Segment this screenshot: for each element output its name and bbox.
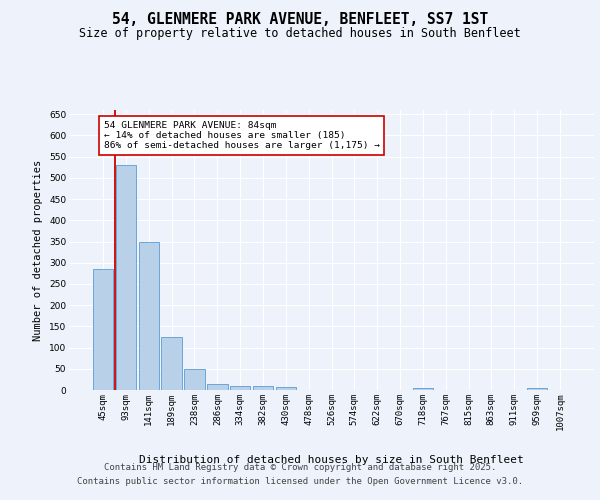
Text: 54 GLENMERE PARK AVENUE: 84sqm
← 14% of detached houses are smaller (185)
86% of: 54 GLENMERE PARK AVENUE: 84sqm ← 14% of …: [104, 120, 380, 150]
Bar: [527, 388, 547, 390]
Bar: [207, 384, 227, 390]
Text: Size of property relative to detached houses in South Benfleet: Size of property relative to detached ho…: [79, 28, 521, 40]
Bar: [161, 337, 182, 390]
X-axis label: Distribution of detached houses by size in South Benfleet: Distribution of detached houses by size …: [139, 456, 524, 466]
Text: Contains HM Land Registry data © Crown copyright and database right 2025.: Contains HM Land Registry data © Crown c…: [104, 464, 496, 472]
Bar: [93, 269, 113, 390]
Y-axis label: Number of detached properties: Number of detached properties: [34, 160, 43, 340]
Text: 54, GLENMERE PARK AVENUE, BENFLEET, SS7 1ST: 54, GLENMERE PARK AVENUE, BENFLEET, SS7 …: [112, 12, 488, 28]
Bar: [230, 386, 250, 390]
Bar: [275, 387, 296, 390]
Bar: [139, 242, 159, 390]
Bar: [253, 386, 273, 390]
Bar: [184, 369, 205, 390]
Bar: [413, 388, 433, 390]
Bar: [116, 165, 136, 390]
Text: Contains public sector information licensed under the Open Government Licence v3: Contains public sector information licen…: [77, 477, 523, 486]
